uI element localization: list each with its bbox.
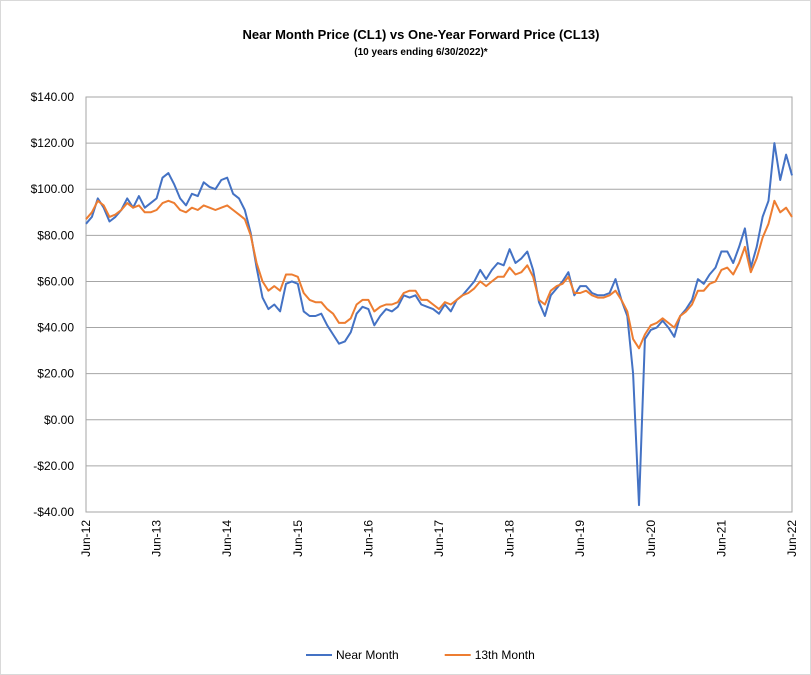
x-tick-label: Jun-21 xyxy=(714,520,728,557)
y-tick-label: -$40.00 xyxy=(33,505,74,519)
x-tick-label: Jun-17 xyxy=(432,520,446,557)
legend-label: Near Month xyxy=(336,648,399,662)
chart-title: Near Month Price (CL1) vs One-Year Forwa… xyxy=(243,27,600,42)
y-tick-label: $20.00 xyxy=(37,367,74,381)
legend-label: 13th Month xyxy=(475,648,535,662)
x-tick-label: Jun-18 xyxy=(503,520,517,557)
x-tick-label: Jun-13 xyxy=(150,520,164,557)
y-tick-label: $60.00 xyxy=(37,274,74,288)
y-tick-label: $0.00 xyxy=(44,413,74,427)
x-tick-label: Jun-19 xyxy=(573,520,587,557)
line-series xyxy=(85,142,793,507)
plot-border xyxy=(85,96,793,513)
x-tick-label: Jun-16 xyxy=(361,520,375,557)
x-tick-label: Jun-15 xyxy=(291,520,305,557)
x-tick-label: Jun-20 xyxy=(644,520,658,557)
y-tick-label: $120.00 xyxy=(31,136,75,150)
y-tick-label: $100.00 xyxy=(31,182,75,196)
x-tick-label: Jun-22 xyxy=(785,520,799,557)
y-tick-label: $80.00 xyxy=(37,228,74,242)
chart-subtitle: (10 years ending 6/30/2022)* xyxy=(354,47,488,58)
y-tick-label: $140.00 xyxy=(31,90,75,104)
y-tick-label: $40.00 xyxy=(37,321,74,335)
x-tick-label: Jun-14 xyxy=(220,520,234,557)
y-tick-label: -$20.00 xyxy=(33,459,74,473)
x-tick-label: Jun-12 xyxy=(79,520,93,557)
line-series xyxy=(85,199,793,350)
